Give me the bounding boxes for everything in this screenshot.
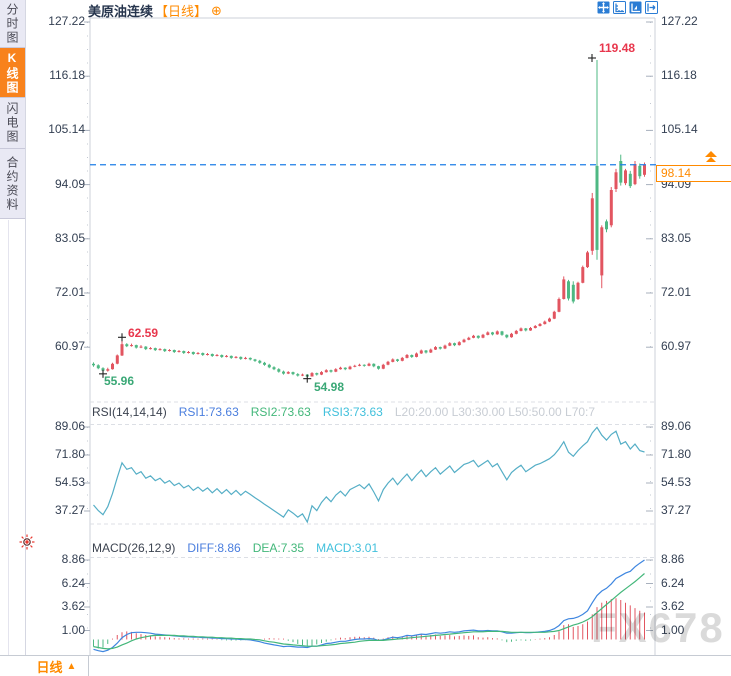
rsi1-value: RSI1:73.63 bbox=[178, 405, 239, 419]
price-up-arrow-icon bbox=[705, 151, 717, 162]
period-tag[interactable]: 【日线】 bbox=[155, 4, 208, 19]
symbol-name: 美原油连续 bbox=[88, 4, 154, 19]
sidebar-tab-kline-chart[interactable]: K线图 bbox=[0, 48, 25, 98]
macd-params-label[interactable]: MACD(26,12,9) bbox=[92, 541, 176, 555]
rsi3-value: RSI3:73.63 bbox=[322, 405, 383, 419]
macd-dea-value: DEA:7.35 bbox=[252, 541, 305, 555]
period-selector[interactable]: 日线 ▲ bbox=[25, 656, 89, 676]
sidebar-inner-divider bbox=[8, 220, 9, 676]
rsi-params-label[interactable]: RSI(14,14,14) bbox=[92, 405, 167, 419]
chart-title: 美原油连续 【日线】 ⊕ bbox=[88, 1, 222, 20]
pan-crosshair-icon[interactable] bbox=[597, 1, 610, 14]
chart-toolbar bbox=[597, 1, 658, 14]
indicator-alert-icon[interactable] bbox=[19, 534, 35, 550]
period-selector-label: 日线 bbox=[36, 659, 63, 675]
sidebar-tab-contract-info[interactable]: 合约资料 bbox=[0, 149, 25, 219]
rsi-levels-label: L20:20.00 L30:30.00 L50:50.00 L70:7 bbox=[394, 405, 596, 419]
collapse-right-icon[interactable] bbox=[645, 1, 658, 14]
caret-up-icon: ▲ bbox=[66, 660, 77, 672]
macd-value: MACD:3.01 bbox=[316, 541, 379, 555]
axis-zoom-icon[interactable] bbox=[613, 1, 626, 14]
sidebar-filler bbox=[0, 219, 25, 676]
sidebar-tab-time-chart[interactable]: 分时图 bbox=[0, 0, 25, 48]
bottom-bar: 日线 ▲ bbox=[0, 655, 731, 676]
rsi-header: RSI(14,14,14) RSI1:73.63 RSI2:73.63 RSI3… bbox=[92, 405, 647, 419]
rsi2-value: RSI2:73.63 bbox=[250, 405, 311, 419]
macd-diff-value: DIFF:8.86 bbox=[187, 541, 241, 555]
macd-header: MACD(26,12,9) DIFF:8.86 DEA:7.35 MACD:3.… bbox=[92, 541, 647, 555]
settings-plus-icon[interactable]: ⊕ bbox=[211, 2, 222, 18]
sidebar: 分时图 K线图 闪电图 合约资料 bbox=[0, 0, 26, 676]
sidebar-tab-lightning-chart[interactable]: 闪电图 bbox=[0, 98, 25, 149]
axis-zoom-active-icon[interactable] bbox=[629, 1, 642, 14]
last-price-box: 98.14 bbox=[656, 165, 731, 182]
